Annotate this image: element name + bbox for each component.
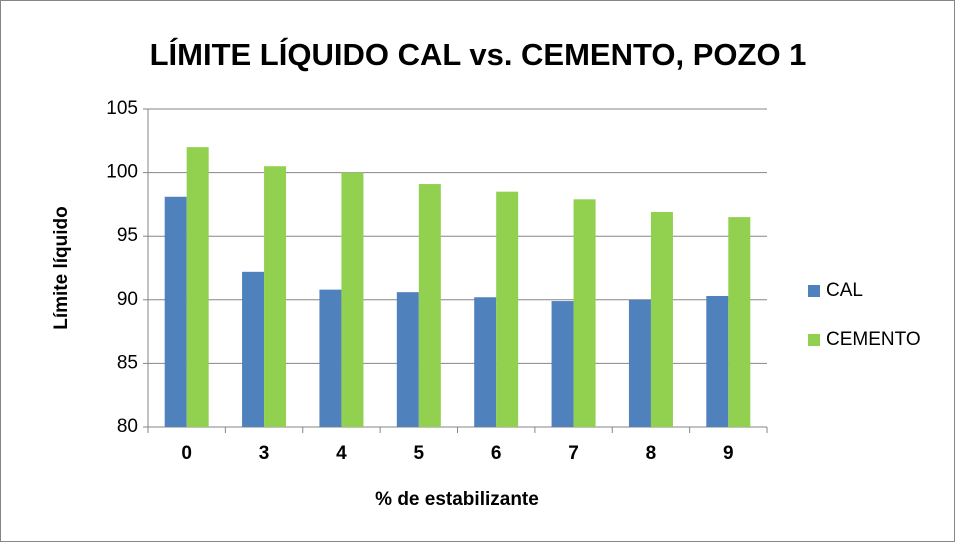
bar: [706, 295, 729, 427]
bar: [650, 212, 673, 427]
y-tick-label: 100: [106, 162, 138, 183]
bar: [728, 217, 751, 427]
x-tick-label: 7: [568, 443, 579, 464]
y-tick-label: 85: [117, 352, 138, 373]
bar: [573, 199, 596, 427]
y-tick-label: 105: [106, 98, 138, 119]
x-tick-label: 4: [336, 443, 347, 464]
x-tick-label: 8: [646, 443, 657, 464]
legend-label: CEMENTO: [826, 329, 921, 350]
bar: [496, 191, 519, 427]
x-tick-label: 3: [259, 443, 270, 464]
x-tick-label: 6: [491, 443, 502, 464]
x-tick-label: 0: [181, 443, 192, 464]
bar: [164, 196, 187, 427]
legend-label: CAL: [826, 280, 863, 301]
y-tick-label: 95: [117, 225, 138, 246]
bar: [474, 297, 497, 427]
bar: [341, 172, 364, 427]
legend-swatch: [808, 334, 820, 346]
bar: [396, 292, 419, 427]
bar: [418, 184, 441, 427]
bar: [319, 289, 342, 427]
legend-swatch: [808, 285, 820, 297]
y-axis-label: Límite líquido: [51, 206, 72, 330]
x-tick-label: 5: [414, 443, 425, 464]
chart-title: LÍMITE LÍQUIDO CAL vs. CEMENTO, POZO 1: [150, 37, 807, 72]
x-tick-label: 9: [723, 443, 734, 464]
x-axis-label: % de estabilizante: [375, 489, 539, 510]
y-tick-label: 90: [117, 289, 138, 310]
bar: [186, 147, 209, 427]
bar: [551, 301, 574, 427]
y-tick-label: 80: [117, 416, 138, 437]
bar: [264, 166, 287, 428]
bar: [628, 299, 651, 427]
bar: [242, 271, 265, 427]
